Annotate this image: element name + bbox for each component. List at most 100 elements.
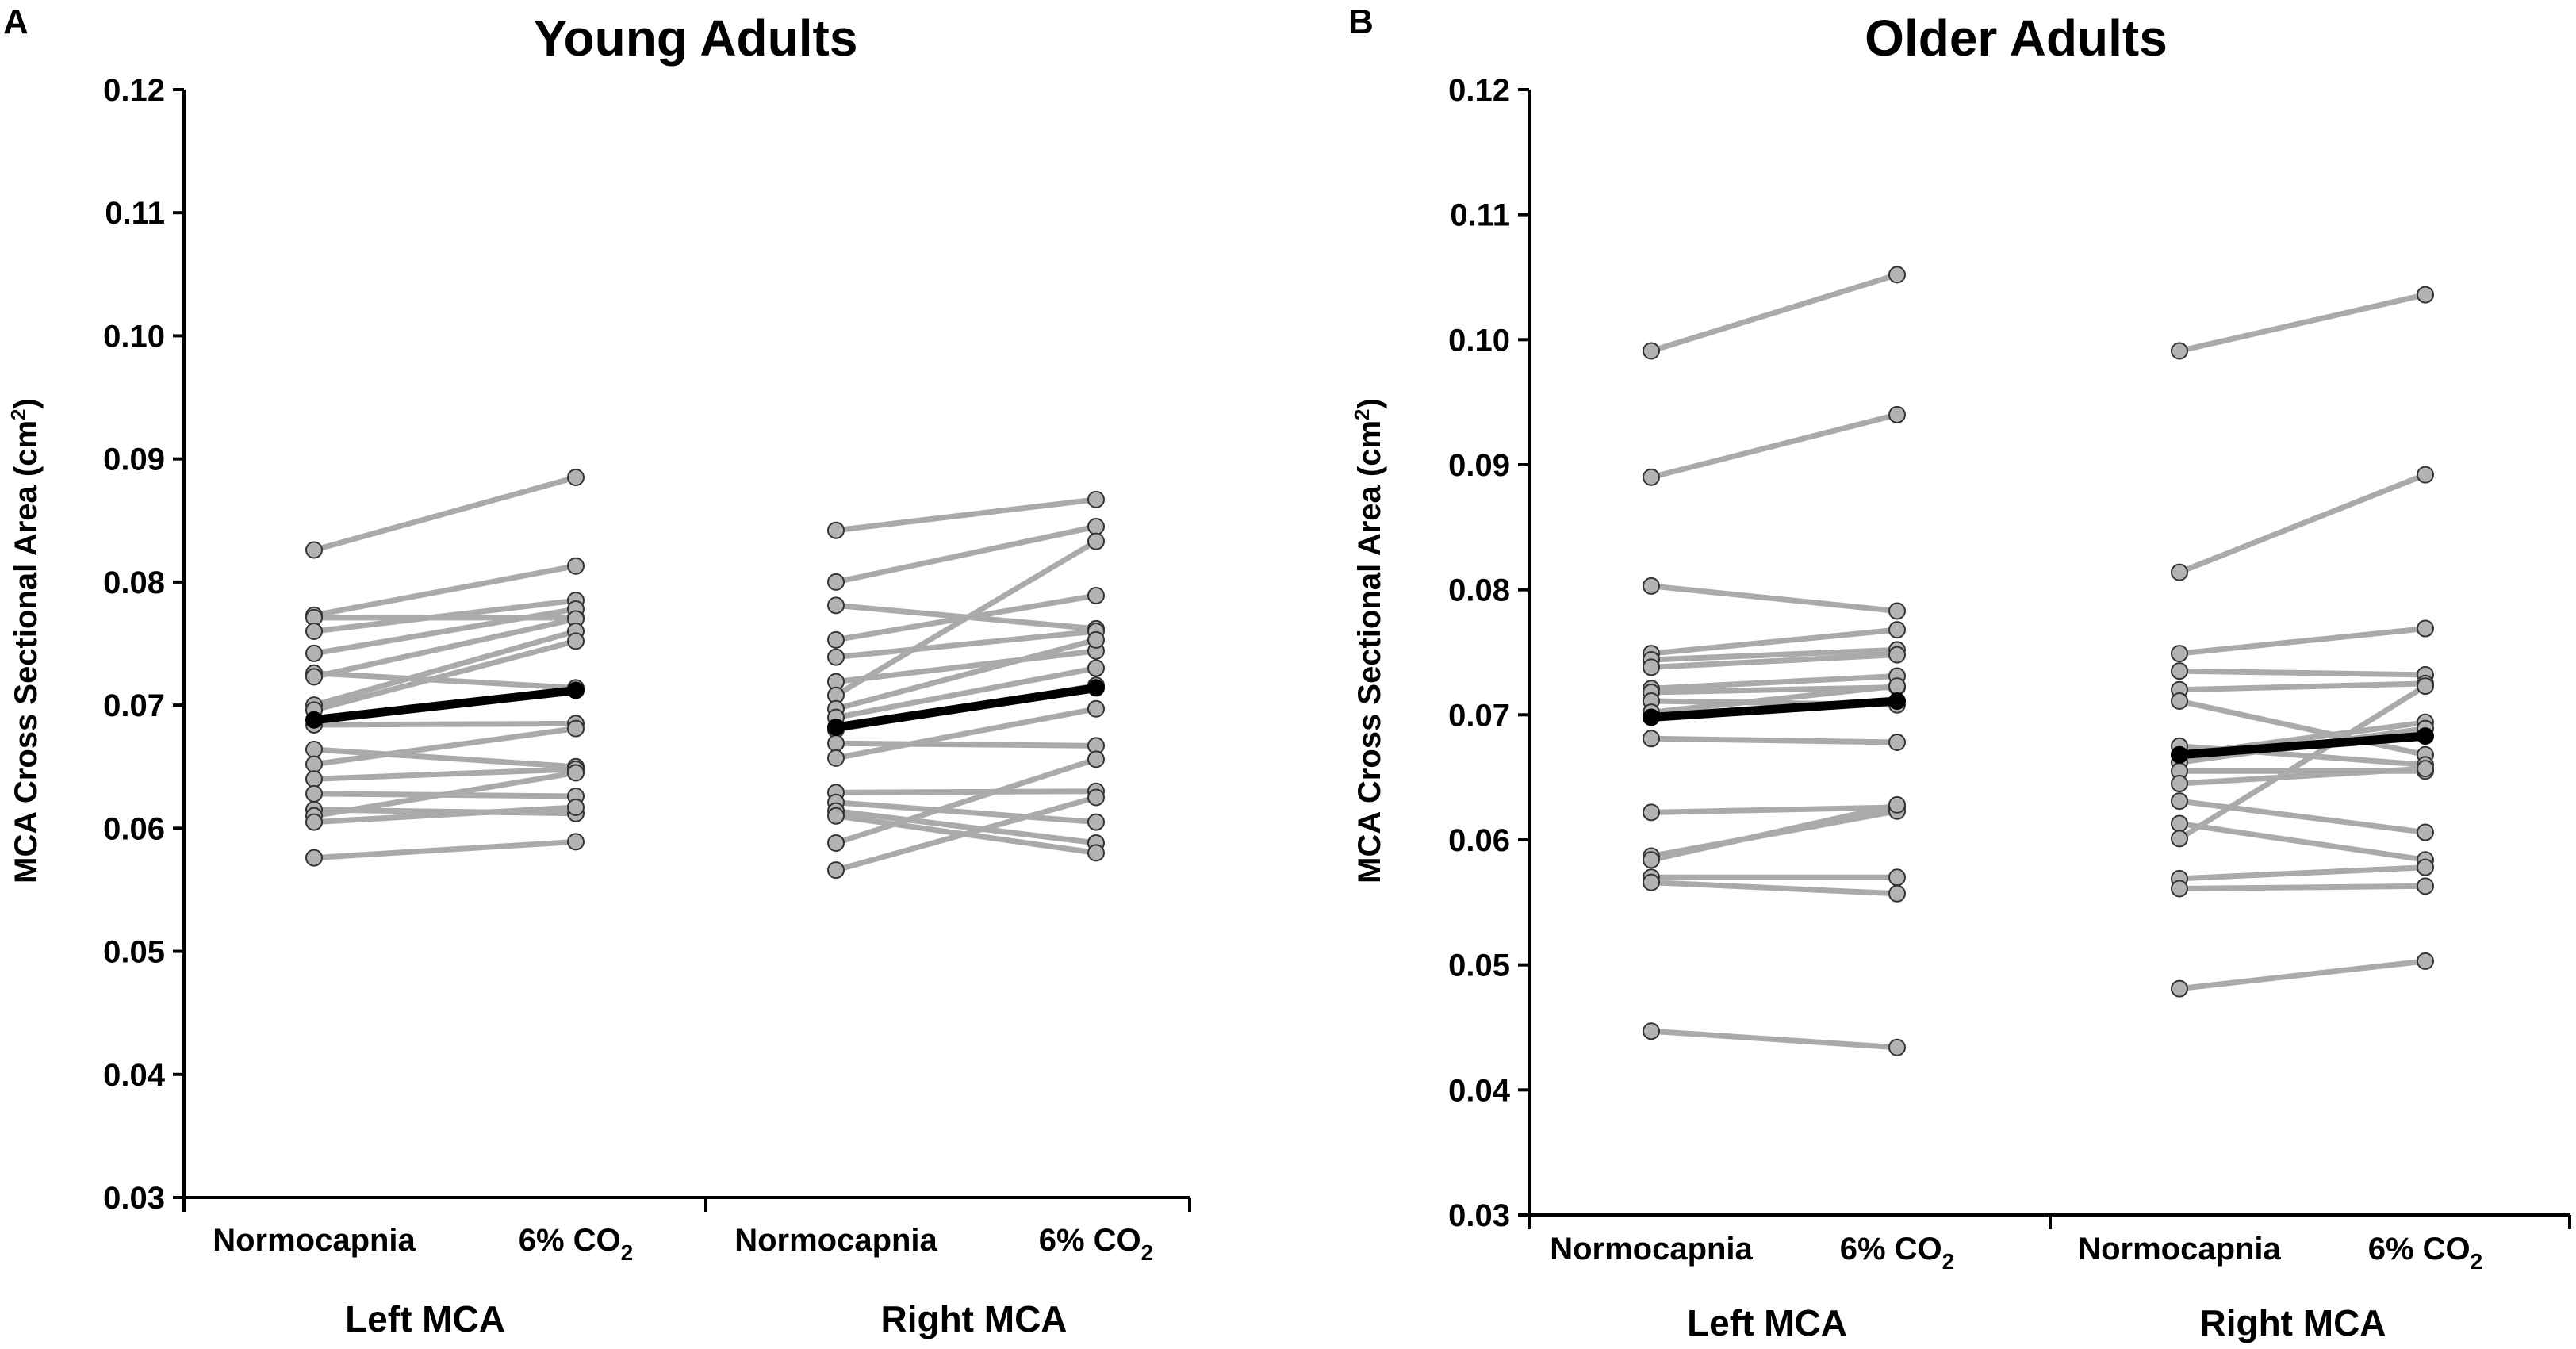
subject-point-co2-right <box>1087 490 1105 508</box>
y-tick-label: 0.08 <box>1448 573 1510 608</box>
subject-point-normocapnia-right <box>2171 692 2188 710</box>
subject-line-left <box>1650 683 1898 715</box>
subject-point-co2-right <box>1087 813 1105 831</box>
subject-line-right <box>2179 821 2426 863</box>
subject-point-normocapnia-right <box>2171 814 2188 833</box>
subject-line-right <box>835 637 1097 712</box>
chart-title: Older Adults <box>1865 10 2168 67</box>
mean-point-co2-right <box>1087 679 1105 697</box>
subject-line-left <box>313 474 577 553</box>
subject-point-co2-left <box>1888 677 1906 696</box>
y-tick-label: 0.06 <box>1448 823 1510 858</box>
subject-line-right <box>2179 680 2426 693</box>
subject-point-co2-right <box>2417 760 2434 778</box>
subject-point-normocapnia-right <box>2171 830 2188 848</box>
subject-point-normocapnia-right <box>2171 645 2188 663</box>
mean-point-co2-left <box>1888 692 1906 710</box>
subject-line-left <box>1650 880 1898 897</box>
subject-point-co2-right <box>1087 586 1105 604</box>
subject-point-normocapnia-left <box>1643 851 1660 869</box>
y-tick-label: 0.03 <box>1448 1198 1510 1233</box>
x-axis <box>1528 90 2571 1229</box>
subject-point-normocapnia-left <box>1643 730 1660 748</box>
subject-point-normocapnia-left <box>1643 1022 1660 1040</box>
subject-point-normocapnia-right <box>827 807 845 825</box>
condition-label-normocapnia-left: Normocapnia <box>213 1223 416 1258</box>
y-tick-label: 0.04 <box>103 1058 166 1093</box>
subject-line-left <box>313 770 577 819</box>
subject-point-normocapnia-left <box>1643 468 1660 486</box>
subject-line-right <box>2178 472 2427 575</box>
subject-line-right <box>835 808 1097 846</box>
subject-line-right <box>835 795 1097 873</box>
y-tick-label: 0.12 <box>103 73 165 108</box>
y-tick-label: 0.09 <box>1448 448 1510 483</box>
subject-line-right <box>2179 864 2426 882</box>
subject-point-co2-left <box>567 632 585 650</box>
y-tick-label: 0.12 <box>1448 73 1510 108</box>
subject-line-left <box>1650 1028 1898 1051</box>
subject-point-co2-right <box>1087 699 1105 718</box>
subject-line-right <box>835 628 1097 661</box>
condition-label-co2-left: 6% CO2 <box>1840 1232 1955 1274</box>
subject-line-left <box>313 606 577 657</box>
y-tick-label: 0.09 <box>103 443 165 477</box>
subject-point-co2-left <box>567 798 585 816</box>
subject-line-right <box>835 665 1097 721</box>
subject-line-right <box>835 523 1097 585</box>
subject-line-left <box>313 720 577 728</box>
subject-point-co2-left <box>1888 602 1906 620</box>
subject-point-normocapnia-right <box>2171 662 2188 680</box>
subject-line-left <box>313 804 577 826</box>
subject-line-left <box>313 670 577 691</box>
y-tick-label: 0.07 <box>103 688 165 723</box>
subject-line-right <box>835 799 1097 826</box>
subject-point-normocapnia-right <box>827 630 845 649</box>
subject-point-normocapnia-left <box>305 740 323 758</box>
subject-point-co2-right <box>1087 659 1105 677</box>
subject-point-co2-right <box>2417 952 2434 970</box>
subject-line-left <box>313 766 577 782</box>
subject-line-right <box>835 740 1097 749</box>
mean-line-right <box>835 683 1097 732</box>
subject-point-co2-left <box>567 468 585 486</box>
subject-point-co2-right <box>2417 823 2434 841</box>
mean-point-co2-right <box>2417 727 2434 745</box>
y-tick-label: 0.11 <box>105 196 165 231</box>
subject-point-normocapnia-right <box>827 734 845 753</box>
subject-point-co2-left <box>1888 266 1906 284</box>
subject-point-co2-right <box>2417 286 2434 304</box>
mean-point-normocapnia-left <box>1643 708 1660 726</box>
group-label-left-mca: Left MCA <box>345 1298 505 1339</box>
panel-letter: B <box>1348 2 1374 41</box>
subject-point-co2-left <box>1888 405 1906 423</box>
subject-point-normocapnia-left <box>305 668 323 686</box>
condition-label-normocapnia-left: Normocapnia <box>1550 1232 1753 1267</box>
subject-point-normocapnia-left <box>1643 803 1660 822</box>
y-tick-label: 0.10 <box>103 319 165 354</box>
subject-line-left <box>313 838 577 861</box>
subject-point-co2-right <box>2417 466 2434 484</box>
y-tick-label: 0.05 <box>1448 949 1510 983</box>
subject-line-left <box>1650 583 1898 614</box>
panel-young-adults: A Young Adults MCA Cross Sectional Area … <box>3 2 1191 1339</box>
subject-line-right <box>2179 765 2426 787</box>
subject-point-normocapnia-left <box>305 541 323 559</box>
group-label-right-mca: Right MCA <box>880 1298 1067 1339</box>
subject-line-left <box>313 616 577 680</box>
subject-point-normocapnia-right <box>2171 342 2188 360</box>
subject-point-co2-left <box>1888 646 1906 664</box>
subject-point-co2-right <box>1087 750 1105 768</box>
subject-point-co2-left <box>1888 884 1906 903</box>
subject-point-co2-right <box>1087 630 1105 649</box>
mean-line-left <box>313 686 577 725</box>
subject-line-left <box>1650 673 1898 692</box>
subject-line-right <box>2179 292 2426 354</box>
subject-line-right <box>2179 698 2426 758</box>
condition-label-normocapnia-right: Normocapnia <box>2078 1232 2281 1267</box>
condition-label-co2-right: 6% CO2 <box>2368 1232 2483 1274</box>
y-tick-label: 0.08 <box>103 565 165 600</box>
subject-point-co2-left <box>567 719 585 738</box>
condition-label-co2-left: 6% CO2 <box>519 1223 634 1265</box>
